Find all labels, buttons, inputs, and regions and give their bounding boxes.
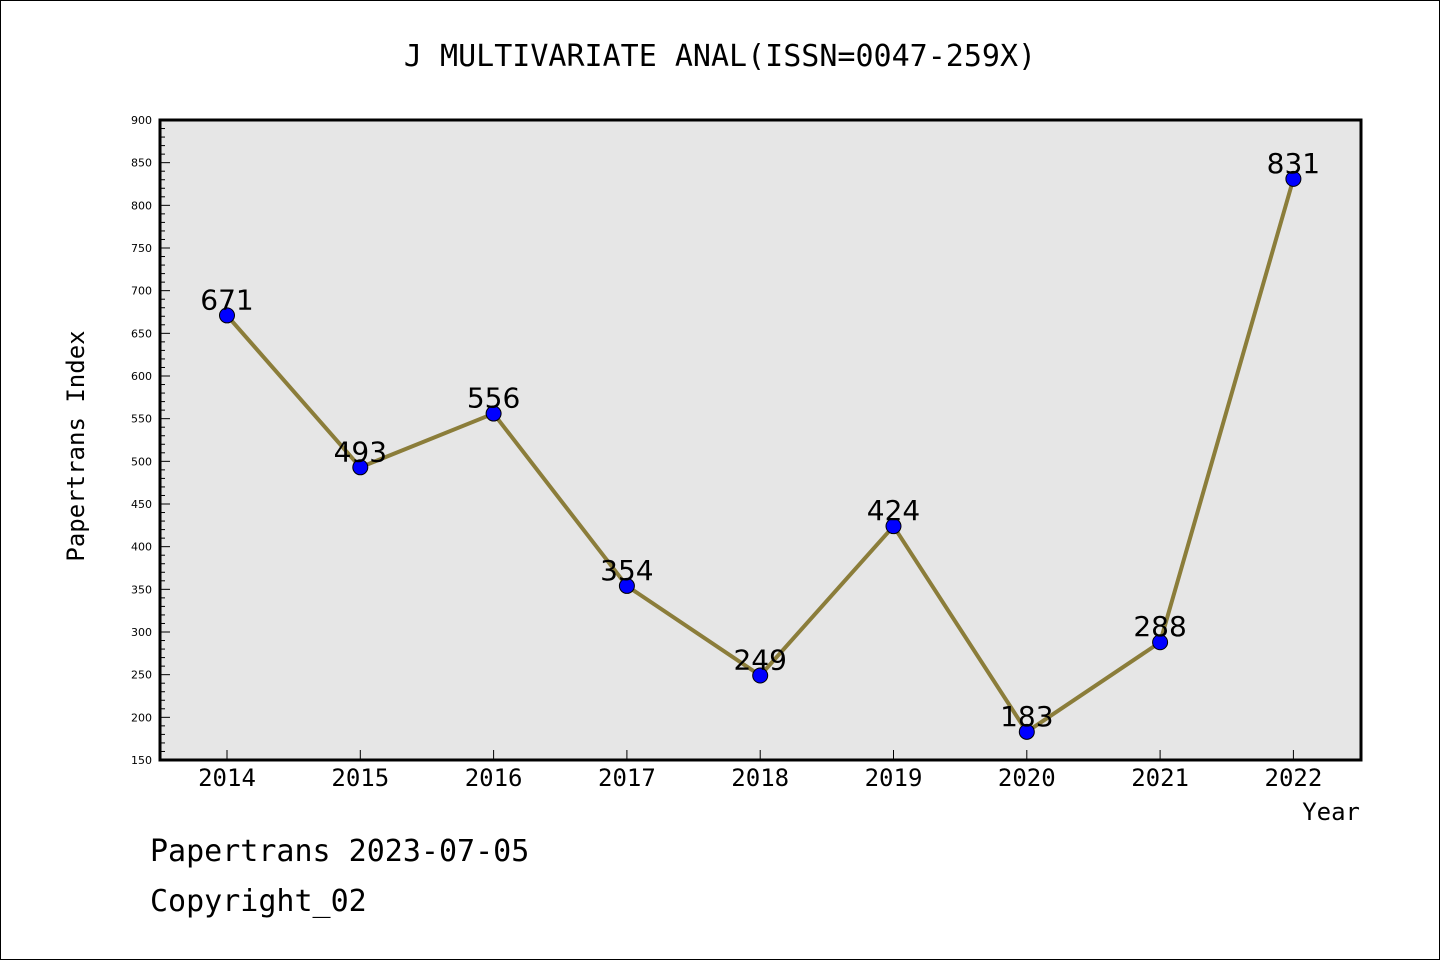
data-label: 671 [200, 283, 253, 316]
data-label: 493 [334, 435, 387, 468]
y-axis: 150 200 250 300 350 400 450 500 550 600 650 700 750 8… [131, 114, 170, 767]
data-label: 831 [1267, 147, 1320, 180]
y-tick-label: 750 [131, 242, 152, 255]
data-point [1152, 634, 1169, 651]
x-tick-label: 2018 [731, 764, 789, 792]
x-axis: 2014 2015 2016 2017 2018 2019 2020 2021 2022 [198, 750, 1322, 792]
y-tick-label: 600 [131, 370, 152, 383]
y-tick-label: 250 [131, 669, 152, 682]
y-tick-label: 550 [131, 413, 152, 426]
data-point [885, 518, 902, 535]
data-label: 249 [733, 644, 786, 677]
y-tick-label: 150 [131, 754, 152, 767]
footer-date: Papertrans 2023-07-05 [150, 834, 530, 869]
footer-copyright: Copyright_02 [150, 884, 367, 919]
y-tick-label: 450 [131, 498, 152, 511]
y-tick-label: 650 [131, 327, 152, 340]
y-tick-label: 800 [131, 199, 152, 212]
y-tick-label: 700 [131, 285, 152, 298]
x-tick-label: 2015 [331, 764, 389, 792]
x-tick-label: 2016 [465, 764, 523, 792]
x-tick-label: 2014 [198, 764, 256, 792]
data-label: 424 [867, 494, 920, 527]
plot-area [158, 118, 1363, 762]
y-tick-label: 500 [131, 455, 152, 468]
y-tick-label: 850 [131, 157, 152, 170]
chart-title: J MULTIVARIATE ANAL(ISSN=0047-259X) [404, 39, 1036, 74]
data-point [1018, 723, 1035, 740]
x-axis-label: Year [1302, 798, 1360, 826]
data-point [352, 459, 369, 476]
data-label: 354 [600, 554, 653, 587]
data-point [1285, 170, 1302, 187]
data-labels: 671 493 556 354 249 424 183 288 831 [200, 147, 1320, 733]
y-tick-label: 200 [131, 711, 152, 724]
y-tick-label: 400 [131, 541, 152, 554]
x-tick-label: 2022 [1265, 764, 1323, 792]
y-axis-label: Papertrans Index [62, 330, 90, 561]
x-tick-label: 2021 [1131, 764, 1189, 792]
data-point [219, 307, 235, 324]
y-tick-label: 900 [131, 114, 152, 127]
y-tick-label: 350 [131, 583, 152, 596]
data-point [752, 667, 769, 684]
data-point [485, 405, 502, 422]
data-point [618, 577, 635, 594]
series-markers [219, 170, 1302, 740]
y-tick-label: 300 [131, 626, 152, 639]
data-label: 288 [1133, 610, 1186, 643]
x-tick-label: 2020 [998, 764, 1056, 792]
data-label: 556 [467, 382, 520, 415]
x-tick-label: 2017 [598, 764, 656, 792]
x-tick-label: 2019 [865, 764, 923, 792]
data-label: 183 [1000, 700, 1053, 733]
